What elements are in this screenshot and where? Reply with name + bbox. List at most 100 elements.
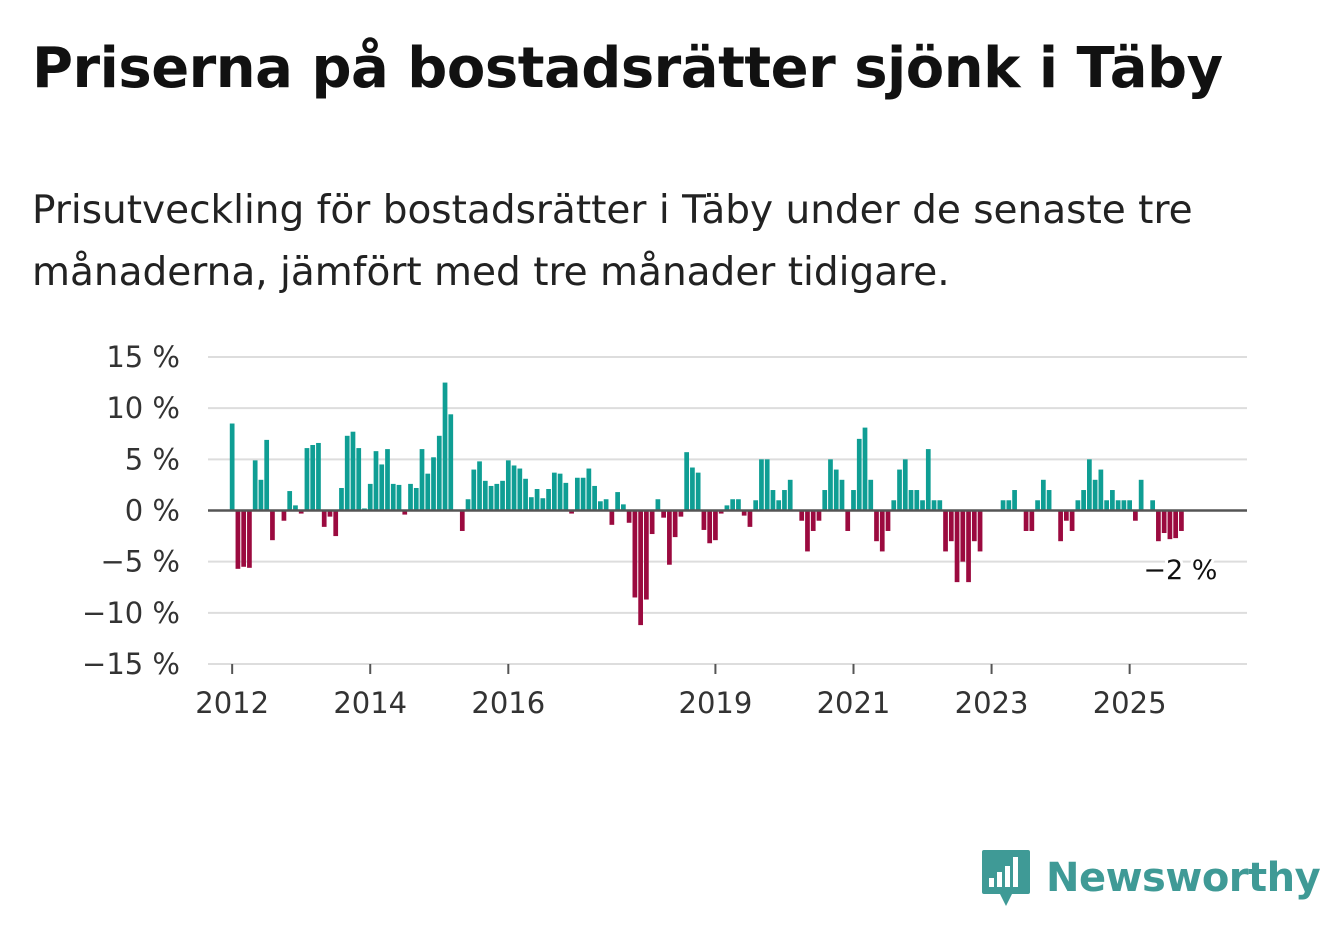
bar: [690, 467, 695, 511]
bar: [528, 497, 534, 511]
bar: [1098, 469, 1104, 511]
bar: [517, 468, 523, 511]
newsworthy-logo[interactable]: Newsworthy: [980, 848, 1321, 908]
end-value-label: −2 %: [1143, 555, 1217, 586]
bar: [563, 482, 569, 511]
bar: [304, 448, 310, 511]
bar: [523, 478, 528, 511]
bar: [419, 449, 425, 511]
bar: [1121, 500, 1127, 511]
bar: [1081, 490, 1086, 511]
bar: [540, 498, 546, 511]
bar: [1110, 490, 1115, 511]
bar: [1006, 500, 1012, 511]
x-axis: 2012 2014 2016 2019 2021 2023 2025: [195, 664, 1167, 720]
bar: [1046, 490, 1052, 511]
bar: [1023, 510, 1029, 531]
bar: [977, 510, 983, 552]
bar: [1012, 490, 1017, 511]
bar: [390, 483, 396, 511]
bar: [971, 510, 977, 542]
bar: [488, 485, 494, 511]
bar: [448, 414, 454, 511]
bar: [1127, 500, 1132, 511]
bar: [638, 510, 643, 626]
bar: [1029, 510, 1035, 531]
bar: [822, 490, 828, 511]
bar: [776, 500, 782, 511]
bar: [920, 500, 925, 511]
x-tick-label: 2012: [195, 686, 269, 720]
bar: [1104, 500, 1109, 511]
bar: [914, 490, 920, 511]
bar: [258, 479, 264, 511]
bar: [1035, 500, 1040, 511]
bar: [1161, 510, 1167, 534]
bar: [344, 435, 350, 511]
bar: [626, 510, 632, 523]
bar: [1040, 479, 1046, 511]
bar: [1092, 479, 1098, 511]
bar: [511, 465, 517, 511]
x-tick-label: 2023: [955, 686, 1029, 720]
y-tick-label: 15 %: [106, 340, 180, 374]
bar: [759, 459, 764, 511]
bar: [713, 510, 718, 541]
bar: [281, 510, 287, 521]
bar: [787, 479, 793, 511]
bar: [379, 464, 385, 511]
bar: [396, 484, 402, 511]
gridlines: [208, 356, 1247, 665]
newsworthy-logo-icon: [982, 850, 1030, 906]
bar: [833, 469, 839, 511]
bar: [695, 472, 701, 511]
bar: [937, 500, 943, 511]
bar: [327, 510, 333, 517]
bar: [730, 499, 736, 511]
bar: [316, 442, 321, 511]
bar: [1133, 510, 1138, 521]
bar: [707, 510, 713, 544]
x-tick-label: 2014: [333, 686, 407, 720]
bar: [661, 510, 666, 518]
y-tick-label: 0 %: [125, 494, 180, 528]
bar: [1064, 510, 1069, 521]
bar: [373, 451, 379, 511]
logo-text: Newsworthy: [1046, 855, 1321, 901]
chart-subtitle: Prisutveckling för bostadsrätter i Täby …: [32, 188, 1193, 295]
bar: [943, 510, 948, 552]
bar: [753, 500, 759, 511]
bar: [632, 510, 638, 598]
bar: [891, 500, 897, 511]
bar: [667, 510, 672, 565]
x-tick-label: 2025: [1093, 686, 1167, 720]
bar: [724, 505, 730, 511]
bar: [247, 510, 252, 568]
bar: [431, 457, 436, 511]
bar: [615, 492, 620, 511]
bar: [534, 489, 540, 511]
bar: [235, 510, 241, 569]
bar: [1087, 459, 1092, 511]
bar: [598, 501, 603, 511]
bar: [1179, 510, 1184, 531]
bar: [580, 477, 586, 511]
bar: [505, 460, 511, 511]
bar: [741, 510, 747, 516]
bar: [1000, 500, 1006, 511]
bar: [408, 483, 413, 511]
bar: [609, 510, 615, 525]
bar: [701, 510, 707, 530]
bar: [764, 459, 770, 511]
bar: [385, 449, 390, 511]
bar: [1173, 510, 1179, 539]
bar: [782, 490, 787, 511]
bar: [1150, 500, 1156, 511]
bar: [678, 510, 684, 517]
bar: [644, 510, 649, 600]
chart-title: Priserna på bostadsrätter sjönk i Täby: [32, 36, 1223, 101]
bar: [799, 510, 805, 521]
bar: [264, 439, 270, 511]
bar: [442, 382, 448, 511]
bar: [1138, 479, 1144, 511]
